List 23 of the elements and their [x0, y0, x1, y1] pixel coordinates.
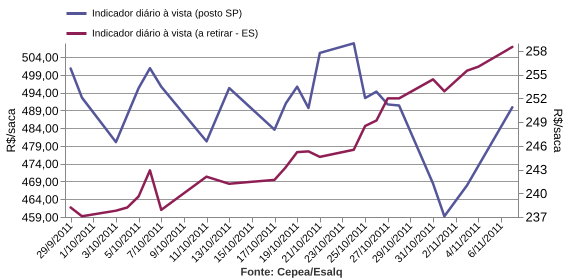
y-tick-label: 494,00	[22, 86, 59, 100]
y-tick-label: 464,00	[22, 192, 59, 207]
y-tick-label: 474,00	[22, 157, 59, 172]
y2-axis-title: R$/saca	[551, 108, 566, 153]
y-tick-label: 499,00	[22, 68, 59, 82]
y2-tick-label: 255	[526, 67, 548, 82]
y-tick-label: 484,00	[22, 122, 59, 136]
y2-tick-label: 240	[526, 186, 548, 201]
y-tick-label: 469,00	[22, 174, 59, 189]
y2-tick-label: 252	[526, 90, 548, 106]
legend-label: Indicador diário à vista (posto SP)	[92, 8, 242, 20]
source-note: Fonte: Cepea/Esalq	[240, 266, 343, 278]
y-tick-label: 459,00	[22, 210, 59, 224]
y-axis-title: R$/saca	[4, 108, 18, 153]
y2-tick-label: 243	[526, 162, 548, 178]
y-tick-label: 479,00	[22, 139, 59, 154]
y-tick-label: 504,00	[22, 50, 59, 65]
y2-tick-label: 237	[526, 210, 548, 224]
y2-tick-label: 249	[526, 114, 548, 130]
y2-tick-label: 258	[526, 43, 548, 58]
y-tick-label: 489,00	[22, 104, 59, 118]
y2-tick-label: 246	[526, 138, 548, 154]
legend-label: Indicador diário à vista (a retirar - ES)	[92, 28, 258, 40]
